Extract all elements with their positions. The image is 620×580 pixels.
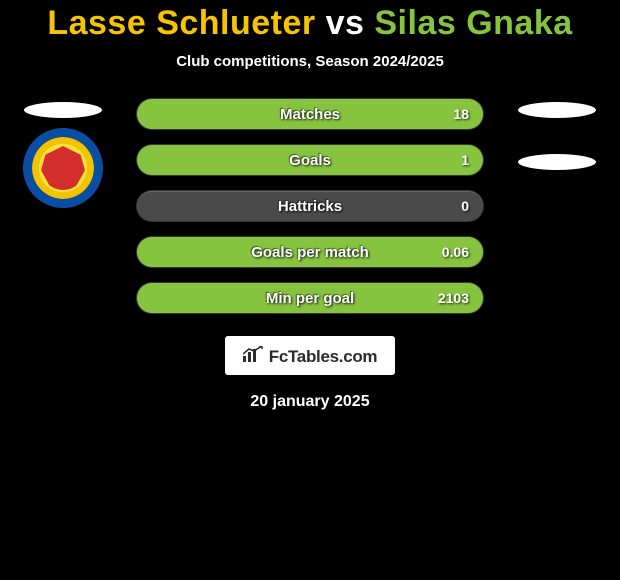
bar-value-right: 0.06 (442, 244, 469, 260)
infographic-container: Lasse Schlueter vs Silas Gnaka Club comp… (0, 0, 620, 411)
bar-value-right: 2103 (438, 290, 469, 306)
chart-icon (243, 346, 263, 367)
bar-label: Min per goal (266, 290, 354, 307)
brand-logo: FcTables.com (225, 336, 396, 375)
club-badge-ring (23, 128, 103, 208)
bar-label: Goals per match (251, 244, 369, 261)
stat-bar: Goals per match 0.06 (136, 236, 484, 268)
page-title: Lasse Schlueter vs Silas Gnaka (47, 4, 572, 43)
stat-bar: Min per goal 2103 (136, 282, 484, 314)
bar-label: Matches (280, 106, 340, 123)
stat-bar: Matches 18 (136, 98, 484, 130)
bar-value-right: 0 (461, 198, 469, 214)
bar-value-right: 18 (453, 106, 469, 122)
comparison-row: Matches 18 Goals 1 Hattricks 0 Goals per match… (0, 98, 620, 314)
title-player1: Lasse Schlueter (47, 4, 315, 42)
stat-bar: Hattricks 0 (136, 190, 484, 222)
bar-label: Goals (289, 152, 331, 169)
footer-date: 20 january 2025 (250, 393, 369, 411)
stat-bar: Goals 1 (136, 144, 484, 176)
title-player2: Silas Gnaka (374, 4, 572, 42)
title-vs: vs (316, 4, 375, 42)
brand-text: FcTables.com (269, 347, 378, 367)
club-avatar-right (518, 154, 596, 170)
bar-label: Hattricks (278, 198, 342, 215)
player-avatar-left (24, 102, 102, 118)
player-avatar-right (518, 102, 596, 118)
club-badge-left (23, 128, 103, 208)
left-player-column (8, 98, 118, 208)
right-player-column (502, 98, 612, 170)
stat-bars: Matches 18 Goals 1 Hattricks 0 Goals per match… (136, 98, 484, 314)
bar-value-right: 1 (461, 152, 469, 168)
subtitle: Club competitions, Season 2024/2025 (176, 53, 444, 70)
